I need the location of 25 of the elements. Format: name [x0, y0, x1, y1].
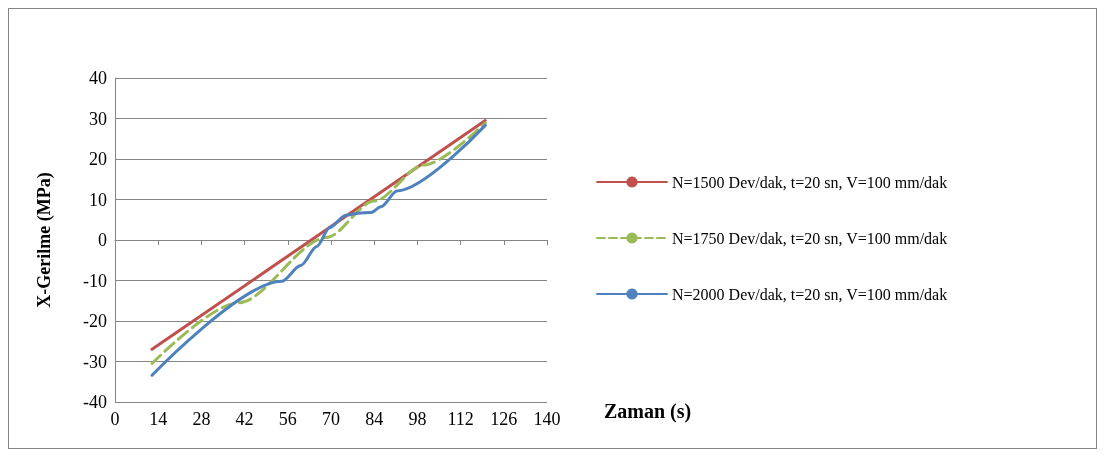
x-tick-label: 42 — [235, 409, 254, 429]
y-tick-label: 40 — [89, 68, 107, 88]
x-tick-label: 28 — [192, 409, 211, 429]
x-tick-label: 140 — [533, 409, 561, 429]
y-tick-label: 10 — [89, 189, 107, 210]
legend-label: N=2000 Dev/dak, t=20 sn, V=100 mm/dak — [672, 285, 948, 303]
x-tick-label: 98 — [408, 409, 427, 429]
x-tick-label: 14 — [149, 409, 168, 429]
y-tick-label: -30 — [83, 351, 107, 372]
x-tick-label: 112 — [447, 409, 474, 429]
x-tick-label: 70 — [322, 409, 340, 429]
y-tick-label: 0 — [98, 230, 107, 250]
x-axis-title: Zaman (s) — [604, 400, 692, 423]
y-tick-label: 30 — [89, 108, 107, 129]
y-tick-label: -20 — [83, 311, 107, 331]
y-tick-label: -10 — [83, 270, 107, 291]
y-axis-title: X-Gerilme (MPa) — [34, 172, 55, 308]
x-tick-label: 0 — [110, 409, 120, 429]
legend-label: N=1750 Dev/dak, t=20 sn, V=100 mm/dak — [672, 229, 948, 247]
y-tick-label: 20 — [89, 149, 107, 169]
y-tick-label: -40 — [83, 392, 107, 412]
x-tick-label: 126 — [490, 409, 518, 429]
x-tick-label: 56 — [278, 409, 297, 429]
x-tick-label: 84 — [365, 409, 384, 429]
legend-label: N=1500 Dev/dak, t=20 sn, V=100 mm/dak — [672, 173, 948, 191]
